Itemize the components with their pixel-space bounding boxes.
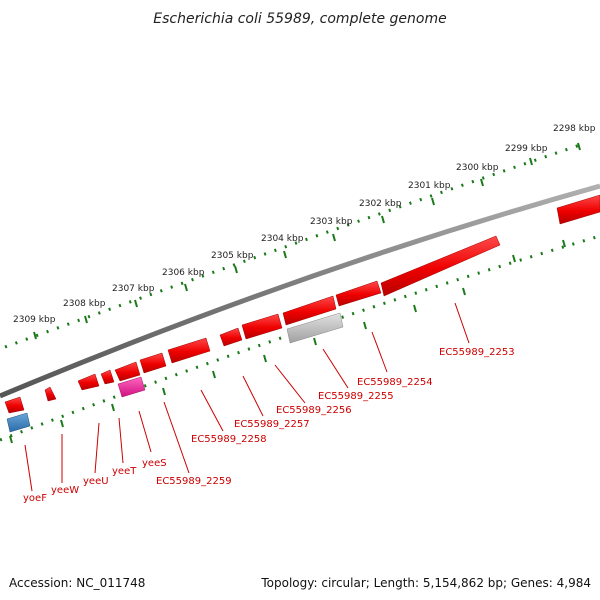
gene-arrow-ec55989-2259[interactable]: [139, 352, 167, 374]
leader-line: [274, 364, 306, 404]
gene-arrow-yeeu[interactable]: [77, 373, 100, 391]
tick-label: 2301 kbp: [408, 181, 451, 191]
inner-tick: [263, 354, 267, 363]
inner-tick: [212, 370, 216, 379]
gene-label[interactable]: EC55989_2258: [191, 434, 267, 445]
accession-text: Accession: NC_011748: [9, 576, 145, 590]
scale-labels: 2298 kbp 2299 kbp 2300 kbp 2301 kbp 2302…: [13, 124, 596, 325]
gene-arrow-ec55989-2258[interactable]: [167, 337, 211, 364]
inner-tick: [363, 321, 367, 330]
leader-line: [200, 389, 224, 432]
scale-tick: [577, 142, 581, 151]
gene-label[interactable]: EC55989_2259: [156, 476, 232, 487]
genome-summary-text: Topology: circular; Length: 5,154,862 bp…: [260, 576, 591, 590]
genome-backbone: [0, 183, 600, 399]
gene-arrow-yoef[interactable]: [4, 396, 25, 414]
scale-tick: [134, 299, 138, 308]
scale-tick: [234, 265, 238, 274]
gene-arrow-ec55989-2253[interactable]: [380, 235, 501, 297]
tick-label: 2306 kbp: [162, 268, 205, 278]
gene-label[interactable]: EC55989_2254: [357, 377, 433, 388]
leader-line: [94, 422, 100, 474]
scale-tick: [381, 215, 385, 224]
tick-label: 2308 kbp: [63, 299, 106, 309]
gene-label[interactable]: yeeT: [112, 466, 137, 477]
leader-line: [454, 302, 470, 344]
map-title: Escherichia coli 55989, complete genome: [153, 11, 446, 27]
gene-blue-feature[interactable]: [6, 412, 31, 433]
inner-tick: [313, 337, 317, 346]
gene-arrow-ec55989-2256[interactable]: [241, 313, 283, 340]
tick-label: 2304 kbp: [261, 234, 304, 244]
leader-line: [118, 417, 124, 464]
leader-line: [163, 401, 190, 474]
tick-label: 2307 kbp: [112, 284, 155, 294]
leader-line: [322, 348, 349, 389]
inner-tick: [9, 435, 13, 444]
gene-features: [4, 194, 600, 433]
gene-arrow-ec55989-2255[interactable]: [282, 295, 337, 326]
scale-tick: [529, 157, 533, 166]
scale-tick: [283, 250, 287, 259]
leader-line: [371, 331, 388, 373]
scale-tick: [33, 331, 37, 340]
gene-label[interactable]: yeeW: [51, 485, 79, 496]
scale-tick: [480, 178, 484, 187]
scale-ring: [4, 142, 581, 349]
gene-arrow-ec55989-2257[interactable]: [219, 327, 243, 347]
gene-labels: EC55989_2253 EC55989_2254 EC55989_2255 E…: [23, 347, 515, 504]
gene-arrow-yeew[interactable]: [44, 386, 57, 402]
leader-line: [138, 410, 152, 453]
scale-tick: [332, 233, 336, 242]
gene-label[interactable]: EC55989_2255: [318, 391, 394, 402]
tick-label: 2299 kbp: [505, 144, 548, 154]
gene-label[interactable]: yeeU: [83, 476, 109, 487]
tick-label: 2305 kbp: [211, 251, 254, 261]
scale-tick: [184, 283, 188, 292]
inner-tick: [413, 304, 417, 313]
scale-dots: [4, 143, 581, 349]
gene-label[interactable]: EC55989_2256: [276, 405, 352, 416]
scale-tick: [84, 315, 88, 324]
inner-tick: [60, 419, 64, 428]
tick-label: 2302 kbp: [359, 199, 402, 209]
gene-arrow-ec55989-2253-right[interactable]: [556, 194, 600, 225]
scale-tick: [431, 197, 435, 206]
inner-tick: [462, 287, 466, 296]
tick-label: 2300 kbp: [456, 163, 499, 173]
gene-label-leaders: [24, 302, 470, 492]
leader-line: [242, 375, 264, 417]
gene-label[interactable]: yoeF: [23, 493, 47, 504]
gene-pink-feature[interactable]: [117, 376, 146, 398]
inner-tick: [562, 239, 566, 248]
tick-label: 2309 kbp: [13, 315, 56, 325]
tick-label: 2303 kbp: [310, 217, 353, 227]
gene-label[interactable]: EC55989_2257: [234, 419, 310, 430]
gene-gray-feature[interactable]: [286, 312, 344, 344]
leader-line: [24, 444, 33, 492]
inner-tick: [111, 403, 115, 412]
gene-arrow-yeet[interactable]: [100, 369, 115, 385]
gene-arrow-yees[interactable]: [114, 361, 141, 382]
gene-label[interactable]: yeeS: [142, 458, 167, 469]
inner-tick: [512, 254, 516, 263]
gene-label[interactable]: EC55989_2253: [439, 347, 515, 358]
gene-arrow-ec55989-2254[interactable]: [335, 280, 382, 307]
inner-tick: [162, 387, 166, 396]
tick-label: 2298 kbp: [553, 124, 596, 134]
